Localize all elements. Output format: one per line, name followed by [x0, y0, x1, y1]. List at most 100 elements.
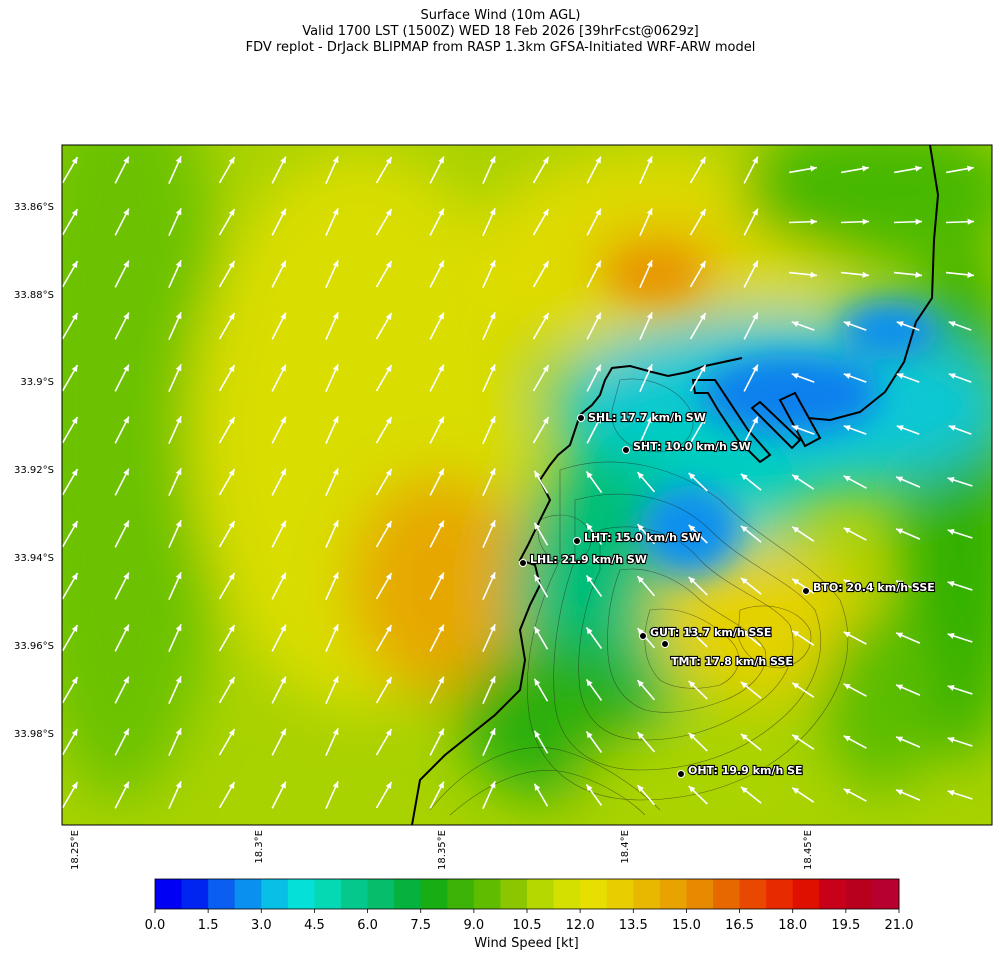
wind-arrow-head	[280, 676, 286, 684]
wind-arrow-head	[896, 580, 904, 587]
lon-tick-label: 18.4°E	[620, 830, 631, 864]
lon-tick-label: 18.3°E	[254, 830, 265, 864]
wind-arrow-head	[915, 165, 922, 172]
station-gut-marker[interactable]	[639, 632, 647, 640]
colorbar-tick-label: 18.0	[778, 918, 808, 933]
station-shl-marker[interactable]	[577, 414, 585, 422]
wind-arrow-head	[595, 312, 601, 320]
wind-arrow-head	[534, 626, 541, 634]
wind-arrow-head	[843, 373, 851, 379]
station-oht-marker[interactable]	[677, 770, 685, 778]
station-oht-label: OHT: 19.9 km/h SE	[688, 764, 803, 777]
wind-arrow-head	[438, 572, 444, 580]
colorbar-swatch	[766, 879, 794, 909]
station-lhl-label: LHL: 21.9 km/h SW	[530, 553, 647, 566]
wind-arrow-head	[71, 469, 78, 476]
wind-arrow-head	[123, 208, 129, 216]
wind-arrow-head	[385, 365, 392, 372]
wind-arrow-head	[228, 521, 235, 528]
wind-arrow-head	[740, 681, 748, 689]
map-valid-time: Valid 1700 LST (1500Z) WED 18 Feb 2026 […	[302, 24, 699, 39]
station-bto-marker[interactable]	[802, 587, 810, 595]
wind-arrow-head	[123, 156, 129, 164]
colorbar-swatch	[208, 879, 236, 909]
wind-arrow-head	[280, 312, 286, 320]
wind-arrow-head	[792, 787, 800, 794]
wind-arrow-head	[332, 260, 339, 268]
wind-arrow-head	[534, 783, 541, 791]
colorbar-swatch	[447, 879, 475, 909]
map-frame	[61, 144, 993, 826]
wind-arrow-head	[438, 781, 444, 789]
wind-arrow-head	[438, 416, 444, 424]
wind-arrow-head	[175, 208, 182, 216]
wind-arrow-head	[228, 677, 235, 684]
wind-arrow-head	[228, 573, 235, 580]
wind-arrow-head	[688, 576, 696, 584]
wind-arrow-head	[385, 677, 392, 684]
station-gut-label: GUT: 13.7 km/h SSE	[650, 626, 771, 639]
wind-arrow-head	[646, 156, 653, 164]
station-sht-marker[interactable]	[622, 446, 630, 454]
wind-arrow-head	[175, 312, 182, 320]
colorbar-swatch	[686, 879, 714, 909]
wind-arrow-head	[71, 209, 78, 216]
station-tmt-marker[interactable]	[661, 640, 669, 648]
wind-arrow-head	[385, 469, 392, 476]
wind-arrow-head	[175, 520, 182, 528]
wind-arrow-head	[646, 364, 653, 372]
station-lhl-marker[interactable]	[519, 559, 527, 567]
wind-arrow-head	[740, 629, 748, 637]
wind-arrow-head	[637, 628, 644, 635]
wind-arrow-head	[896, 736, 904, 743]
colorbar-swatch	[872, 879, 900, 909]
station-markers[interactable]: SHL: 17.7 km/h SW SHT: 10.0 km/h SW LHT: 1…	[519, 410, 936, 778]
wind-arrow-head	[385, 729, 392, 736]
wind-arrow-head	[534, 678, 541, 686]
wind-arrow-head	[843, 788, 851, 795]
wind-arrow-head	[385, 782, 392, 789]
station-lht-marker[interactable]	[573, 537, 581, 545]
wind-arrow-head	[595, 416, 601, 424]
wind-arrow-head	[586, 523, 593, 531]
wind-arrow-head	[228, 261, 235, 268]
wind-arrow-head	[688, 732, 696, 740]
wind-arrow-head	[280, 728, 286, 736]
wind-arrow-head	[967, 271, 974, 278]
wind-arrow-head	[896, 684, 904, 691]
colorbar-swatch	[819, 879, 847, 909]
wind-arrow-head	[542, 365, 549, 372]
wind-arrow-head	[489, 312, 496, 320]
wind-arrow-head	[646, 260, 653, 268]
colorbar-swatch	[606, 879, 634, 909]
wind-arrow-head	[385, 313, 392, 320]
wind-arrow-head	[175, 416, 182, 424]
wind-arrow-head	[947, 529, 955, 535]
wind-arrow-head	[489, 781, 496, 789]
wind-arrow-head	[385, 157, 392, 164]
wind-arrow-head	[228, 417, 235, 424]
wind-arrow-head	[947, 581, 955, 587]
wind-arrow-head	[332, 520, 339, 528]
wind-arrow-head	[280, 520, 286, 528]
wind-arrow-head	[843, 579, 851, 586]
wind-arrow-head	[332, 468, 339, 476]
wind-arrow-head	[915, 271, 922, 278]
wind-arrow-head	[71, 417, 78, 424]
wind-arrow-head	[688, 680, 696, 688]
colorbar-swatch	[553, 879, 581, 909]
wind-arrow-head	[332, 676, 339, 684]
map-title: Surface Wind (10m AGL)	[420, 8, 581, 23]
wind-arrow-head	[123, 468, 129, 476]
colorbar-swatch	[527, 879, 555, 909]
wind-arrow-head	[792, 578, 800, 585]
wind-arrow-head	[810, 165, 817, 172]
wind-arrow-head	[862, 165, 869, 172]
wind-arrow-head	[175, 260, 182, 268]
wind-arrow-head	[332, 624, 339, 632]
wind-arrow-head	[489, 468, 496, 476]
wind-arrow-head	[438, 728, 444, 736]
wind-arrow-head	[123, 572, 129, 580]
map-source: FDV replot - DrJack BLIPMAP from RASP 1.…	[245, 40, 756, 55]
